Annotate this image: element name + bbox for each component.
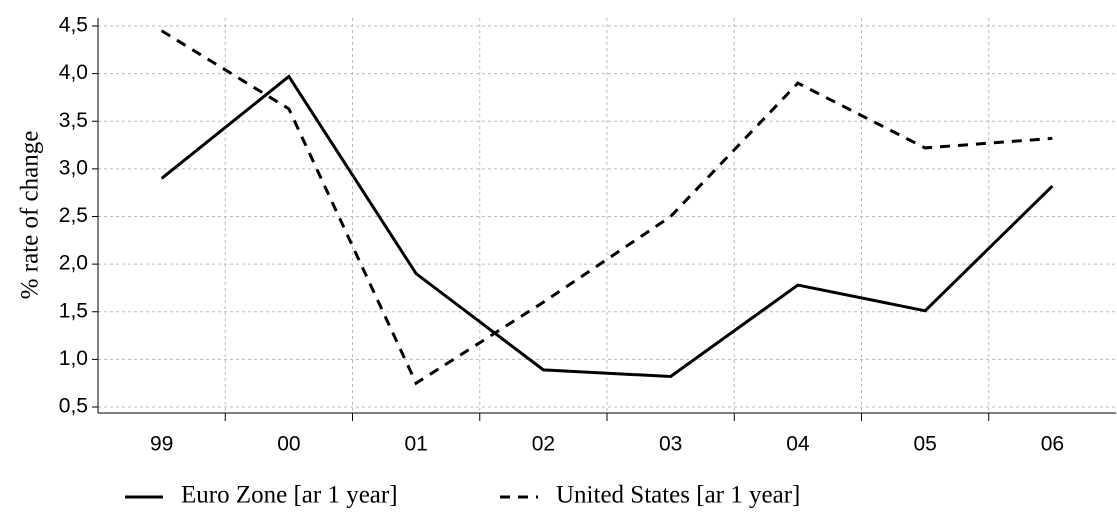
- y-tick-label: 2,0: [59, 252, 88, 275]
- x-tick-label: 06: [1041, 433, 1064, 456]
- x-tick-label: 03: [659, 433, 682, 456]
- x-tick-label: 02: [532, 433, 555, 456]
- y-axis-label: % rate of change: [17, 131, 44, 300]
- legend-label: Euro Zone [ar 1 year]: [181, 482, 398, 509]
- series-line: [160, 29, 1053, 386]
- y-tick-label: 3,5: [59, 109, 88, 132]
- y-tick-label: 1,0: [59, 347, 88, 370]
- y-tick-label: 1,5: [59, 299, 88, 322]
- y-tick-label: 3,0: [59, 156, 88, 179]
- legend-label: United States [ar 1 year]: [556, 482, 800, 509]
- x-tick-label: 99: [150, 433, 173, 456]
- y-tick-label: 2,5: [59, 204, 88, 227]
- x-tick-label: 01: [404, 433, 427, 456]
- series-line: [160, 74, 1054, 379]
- y-tick-label: 0,5: [59, 395, 88, 418]
- y-tick-label: 4,0: [59, 61, 88, 84]
- x-tick-label: 00: [277, 433, 300, 456]
- x-tick-label: 04: [786, 433, 810, 456]
- x-tick-label: 05: [913, 433, 936, 456]
- y-tick-label: 4,5: [59, 14, 88, 37]
